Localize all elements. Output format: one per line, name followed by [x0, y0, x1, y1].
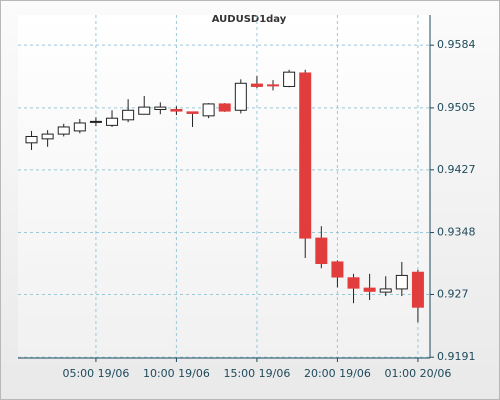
y-tick-label: 0.9191	[437, 350, 476, 363]
candles	[25, 69, 424, 323]
candle-body	[41, 133, 54, 140]
candle-body	[331, 261, 344, 278]
candle-body	[122, 109, 135, 121]
candle-body	[267, 84, 280, 87]
y-tick-label: 0.9505	[437, 101, 476, 114]
candle-body	[57, 126, 70, 135]
y-tick-label: 0.927	[437, 287, 469, 300]
candle-body	[25, 135, 38, 144]
x-tick-label: 10:00 19/06	[143, 367, 210, 380]
candle-body	[234, 82, 247, 111]
candle-body	[73, 122, 86, 132]
candle-body	[89, 120, 102, 123]
x-tick-label: 01:00 20/06	[384, 367, 451, 380]
candle-body	[363, 287, 376, 292]
candle-body	[154, 106, 167, 110]
x-tick-label: 20:00 19/06	[304, 367, 371, 380]
candle-body	[283, 71, 296, 87]
candle-body	[138, 106, 151, 115]
plot-area	[18, 15, 430, 358]
chart-title: AUDUSD1day	[212, 14, 287, 25]
candle-body	[170, 108, 183, 112]
y-tick-label: 0.9427	[437, 163, 476, 176]
candle-body	[347, 277, 360, 289]
candle-body	[202, 103, 215, 117]
x-tick-label: 05:00 19/06	[62, 367, 129, 380]
candle-body	[250, 83, 263, 87]
candle-body	[106, 117, 119, 126]
candle-body	[315, 237, 328, 265]
y-tick-label: 0.9584	[437, 38, 476, 51]
y-tick-label: 0.9348	[437, 226, 476, 239]
candle-body	[411, 271, 424, 308]
x-tick-label: 15:00 19/06	[223, 367, 290, 380]
candle-body	[186, 111, 199, 114]
candle-body	[395, 274, 408, 290]
candle-body	[299, 72, 312, 239]
candle-body	[218, 103, 231, 112]
candle-body	[379, 288, 392, 293]
